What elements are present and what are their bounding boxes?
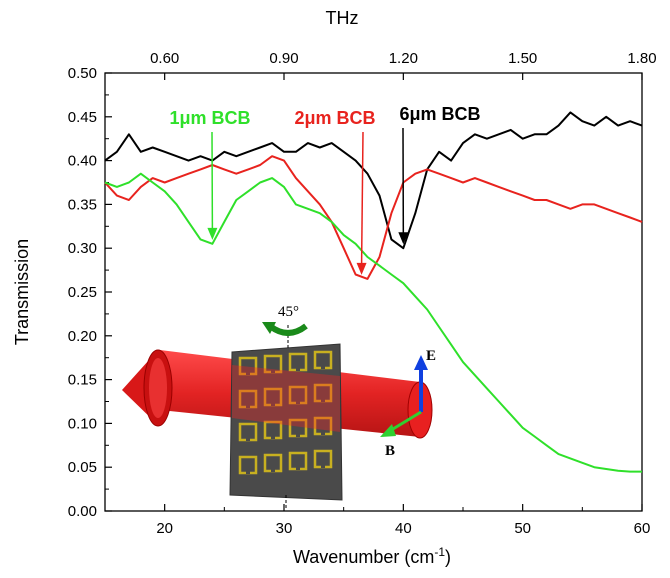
srr-gap bbox=[296, 367, 300, 371]
srr-gap bbox=[271, 435, 275, 439]
annotation-arrow bbox=[360, 131, 364, 267]
e-field-label: E bbox=[426, 348, 436, 364]
top-axis-title: THz bbox=[326, 8, 359, 28]
annotation-arrowhead bbox=[356, 262, 367, 275]
series-layer bbox=[104, 111, 643, 473]
x-tick-label: 60 bbox=[634, 520, 651, 537]
annotation-arrowhead bbox=[207, 227, 218, 240]
srr-gap bbox=[296, 433, 300, 437]
y-tick-label: 0.15 bbox=[68, 372, 97, 389]
top-tick-label: 1.20 bbox=[389, 50, 418, 67]
srr-gap bbox=[321, 431, 325, 435]
b-field-label: B bbox=[385, 443, 395, 459]
y-tick-label: 0.05 bbox=[68, 459, 97, 476]
srr-gap bbox=[321, 398, 325, 402]
series-line bbox=[104, 155, 643, 280]
srr-gap bbox=[271, 468, 275, 472]
srr-gap bbox=[246, 437, 250, 441]
x-axis-ticks: 20 30 40 50 60 bbox=[104, 504, 651, 537]
angle-label: 45° bbox=[278, 304, 299, 320]
top-tick-label: 0.90 bbox=[269, 50, 298, 67]
top-axis-ticks: 0.60 0.90 1.20 1.50 1.80 bbox=[150, 50, 657, 80]
srr-gap bbox=[296, 466, 300, 470]
srr-gap bbox=[296, 400, 300, 404]
rotation-arrow-icon bbox=[268, 323, 308, 336]
srr-gap bbox=[246, 404, 250, 408]
y-tick-label: 0.30 bbox=[68, 240, 97, 257]
top-tick-label: 0.60 bbox=[150, 50, 179, 67]
srr-gap bbox=[246, 470, 250, 474]
x-tick-label: 30 bbox=[276, 520, 293, 537]
metamaterial-slab bbox=[229, 343, 343, 501]
top-tick-label: 1.80 bbox=[627, 50, 656, 67]
srr-gap bbox=[271, 402, 275, 406]
srr-gap bbox=[271, 369, 275, 373]
y-tick-label: 0.50 bbox=[68, 65, 97, 82]
y-axis-ticks: 0.00 0.05 0.10 0.15 0.20 0.25 0.30 0.35 0.40 0.45… bbox=[68, 65, 112, 520]
x-axis-title: Wavenumber (cm-1) bbox=[293, 545, 451, 567]
series-line bbox=[104, 111, 643, 250]
x-tick-label: 50 bbox=[514, 520, 531, 537]
series-annotations: 1μm BCB 2μm BCB 6μm BCB bbox=[169, 104, 481, 275]
y-tick-label: 0.20 bbox=[68, 328, 97, 345]
x-tick-label: 20 bbox=[156, 520, 173, 537]
plot-frame bbox=[104, 72, 643, 512]
srr-gap bbox=[321, 365, 325, 369]
inset-illustration: 45° E B bbox=[122, 304, 436, 510]
series-annotation-label: 1μm BCB bbox=[169, 108, 250, 128]
y-tick-label: 0.35 bbox=[68, 196, 97, 213]
y-tick-label: 0.45 bbox=[68, 109, 97, 126]
y-tick-label: 0.25 bbox=[68, 284, 97, 301]
series-line bbox=[104, 172, 642, 473]
annotation-arrowhead bbox=[398, 232, 409, 245]
x-tick-label: 40 bbox=[395, 520, 412, 537]
series-annotation-label: 6μm BCB bbox=[399, 104, 480, 124]
y-tick-label: 0.40 bbox=[68, 153, 97, 170]
y-axis-title: Transmission bbox=[12, 239, 32, 345]
top-tick-label: 1.50 bbox=[508, 50, 537, 67]
y-tick-label: 0.10 bbox=[68, 415, 97, 432]
srr-gap bbox=[321, 464, 325, 468]
srr-gap bbox=[246, 371, 250, 375]
series-annotation-label: 2μm BCB bbox=[294, 108, 375, 128]
y-tick-label: 0.00 bbox=[68, 503, 97, 520]
